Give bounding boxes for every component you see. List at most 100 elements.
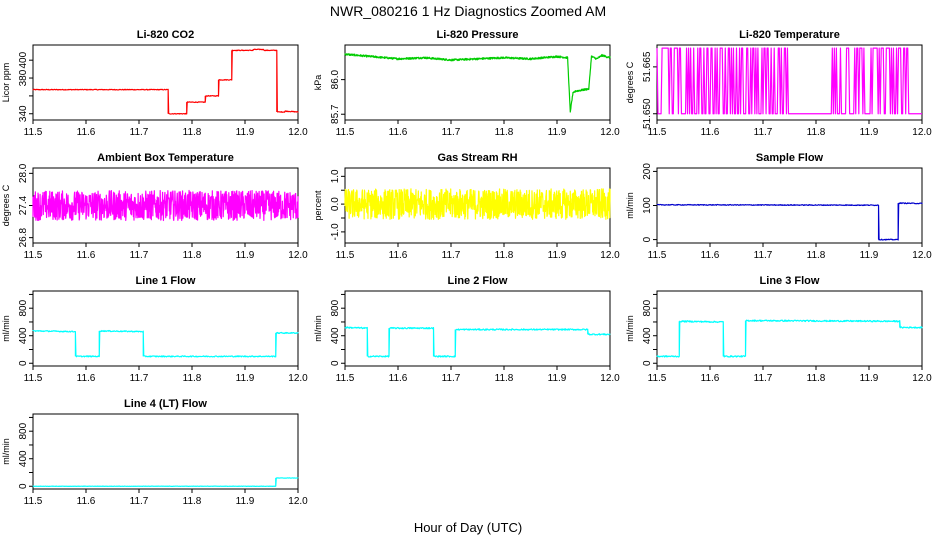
pressure-x-tick-label: 11.8 [495, 127, 514, 138]
co2-plot-frame [32, 44, 299, 121]
line3-flow-title: Line 3 Flow [760, 275, 820, 287]
gas-stream-rh-y-tick-label: 0.0 [330, 197, 341, 211]
ambient-box-temperature-x-tick-label: 11.6 [77, 250, 96, 261]
sample-flow-title: Sample Flow [756, 152, 824, 164]
line4-flow-x-tick-label: 11.6 [77, 496, 96, 507]
gas-stream-rh-y-tick-label: 1.0 [330, 169, 341, 183]
line2-flow-x-tick-label: 12.0 [600, 373, 620, 384]
line3-flow-plot-frame [656, 290, 923, 367]
line1-flow-panel: Line 1 Flow ml/min 11.5 11.6 11.7 11.8 11.9 12.… [1, 275, 308, 384]
licor-temperature-x-tick-label: 11.8 [807, 127, 826, 138]
gas-stream-rh-series-line [344, 188, 611, 220]
sample-flow-x-tick-label: 12.0 [912, 250, 932, 261]
pressure-x-tick-label: 11.7 [442, 127, 461, 138]
line1-flow-y-tick-label: 0 [18, 360, 29, 366]
gas-stream-rh-x-tick-label: 11.7 [442, 250, 461, 261]
gas-stream-rh-x-tick-label: 11.8 [495, 250, 514, 261]
co2-y-tick-label: 400 [18, 51, 29, 68]
sample-flow-series-line [656, 202, 923, 241]
pressure-panel: Li-820 Pressure kPa 11.5 11.6 11.7 11.8 11.9 12… [313, 29, 620, 138]
line1-flow-x-tick-label: 11.7 [130, 373, 149, 384]
pressure-x-tick-label: 12.0 [600, 127, 620, 138]
line4-flow-y-tick-label: 400 [18, 450, 29, 467]
line3-flow-x-tick-label: 11.7 [754, 373, 773, 384]
line3-flow-x-tick-label: 12.0 [912, 373, 932, 384]
licor-temperature-x-tick-label: 11.9 [860, 127, 879, 138]
co2-x-tick-label: 11.6 [77, 127, 96, 138]
line4-flow-plot-frame [32, 413, 299, 490]
licor-temperature-y-tick-label: 51.665 [642, 51, 653, 82]
line2-flow-x-tick-label: 11.5 [336, 373, 355, 384]
sample-flow-y-axis-label: ml/min [625, 192, 635, 219]
line2-flow-y-tick-label: 800 [330, 299, 341, 316]
ambient-box-temperature-x-tick-label: 11.8 [183, 250, 202, 261]
co2-x-tick-label: 11.5 [24, 127, 43, 138]
co2-x-tick-label: 12.0 [288, 127, 308, 138]
line1-flow-x-tick-label: 11.9 [236, 373, 255, 384]
line1-flow-x-tick-label: 11.6 [77, 373, 96, 384]
line3-flow-y-tick-label: 800 [642, 299, 653, 316]
x-axis-label: Hour of Day (UTC) [414, 520, 522, 535]
gas-stream-rh-y-axis-label: percent [313, 190, 323, 221]
line2-flow-series-line [344, 326, 611, 358]
gas-stream-rh-title: Gas Stream RH [437, 152, 517, 164]
gas-stream-rh-x-tick-label: 12.0 [600, 250, 620, 261]
line1-flow-x-tick-label: 11.8 [183, 373, 202, 384]
panel-grid: Li-820 CO2 Licor ppm 11.5 11.6 11.7 11.8 11.9 1… [1, 29, 932, 507]
line2-flow-title: Line 2 Flow [448, 275, 508, 287]
line2-flow-y-axis-label: ml/min [313, 315, 323, 342]
line4-flow-x-tick-label: 11.8 [183, 496, 202, 507]
gas-stream-rh-y-tick-label: -1.0 [330, 223, 341, 241]
line3-flow-panel: Line 3 Flow ml/min 11.5 11.6 11.7 11.8 11.9 12.… [625, 275, 932, 384]
line4-flow-y-tick-label: 0 [18, 483, 29, 489]
sample-flow-x-tick-label: 11.6 [701, 250, 720, 261]
line2-flow-x-tick-label: 11.8 [495, 373, 514, 384]
ambient-box-temperature-y-axis-label: degrees C [1, 184, 11, 226]
line2-flow-x-tick-label: 11.9 [548, 373, 567, 384]
licor-temperature-x-tick-label: 11.5 [648, 127, 667, 138]
ambient-box-temperature-title: Ambient Box Temperature [97, 152, 234, 164]
line2-flow-plot-frame [344, 290, 611, 367]
sample-flow-x-tick-label: 11.8 [807, 250, 826, 261]
co2-x-tick-label: 11.9 [236, 127, 255, 138]
licor-temperature-panel: Li-820 Temperature degrees C 11.5 11.6 11.7 1… [625, 29, 932, 138]
line4-flow-series-line [32, 477, 299, 487]
pressure-y-axis-label: kPa [313, 75, 323, 91]
licor-temperature-x-tick-label: 11.6 [701, 127, 720, 138]
ambient-box-temperature-x-tick-label: 12.0 [288, 250, 308, 261]
gas-stream-rh-x-tick-label: 11.6 [389, 250, 408, 261]
gas-stream-rh-panel: Gas Stream RH percent 11.5 11.6 11.7 11.8 11.9… [313, 152, 620, 261]
line1-flow-x-tick-label: 11.5 [24, 373, 43, 384]
line2-flow-y-tick-label: 0 [330, 360, 341, 366]
licor-temperature-y-axis-label: degrees C [625, 61, 635, 103]
ambient-box-temperature-y-tick-label: 28.0 [18, 163, 29, 183]
sample-flow-y-tick-label: 0 [642, 236, 653, 242]
pressure-title: Li-820 Pressure [437, 29, 519, 41]
co2-y-tick-label: 380 [18, 69, 29, 86]
co2-series-line [32, 48, 299, 115]
line2-flow-y-tick-label: 400 [330, 327, 341, 344]
pressure-x-tick-label: 11.6 [389, 127, 408, 138]
co2-x-tick-label: 11.7 [130, 127, 149, 138]
line3-flow-y-axis-label: ml/min [625, 315, 635, 342]
line3-flow-y-tick-label: 400 [642, 327, 653, 344]
co2-title: Li-820 CO2 [137, 29, 194, 41]
gas-stream-rh-x-tick-label: 11.9 [548, 250, 567, 261]
pressure-x-tick-label: 11.5 [336, 127, 355, 138]
line4-flow-x-tick-label: 11.7 [130, 496, 149, 507]
gas-stream-rh-x-tick-label: 11.5 [336, 250, 355, 261]
pressure-y-tick-label: 86.0 [330, 69, 341, 89]
line2-flow-panel: Line 2 Flow ml/min 11.5 11.6 11.7 11.8 11.9 12.… [313, 275, 620, 384]
sample-flow-panel: Sample Flow ml/min 11.5 11.6 11.7 11.8 11.9 12.… [625, 152, 932, 261]
line1-flow-y-tick-label: 400 [18, 327, 29, 344]
co2-x-tick-label: 11.8 [183, 127, 202, 138]
sample-flow-x-tick-label: 11.5 [648, 250, 667, 261]
ambient-box-temperature-y-tick-label: 27.4 [18, 195, 29, 215]
line3-flow-x-tick-label: 11.5 [648, 373, 667, 384]
licor-temperature-x-tick-label: 11.7 [754, 127, 773, 138]
licor-temperature-y-tick-label: 51.650 [642, 98, 653, 129]
pressure-plot-frame [344, 44, 611, 121]
line4-flow-x-tick-label: 11.5 [24, 496, 43, 507]
licor-temperature-series-line [656, 47, 922, 115]
line3-flow-y-tick-label: 0 [642, 360, 653, 366]
